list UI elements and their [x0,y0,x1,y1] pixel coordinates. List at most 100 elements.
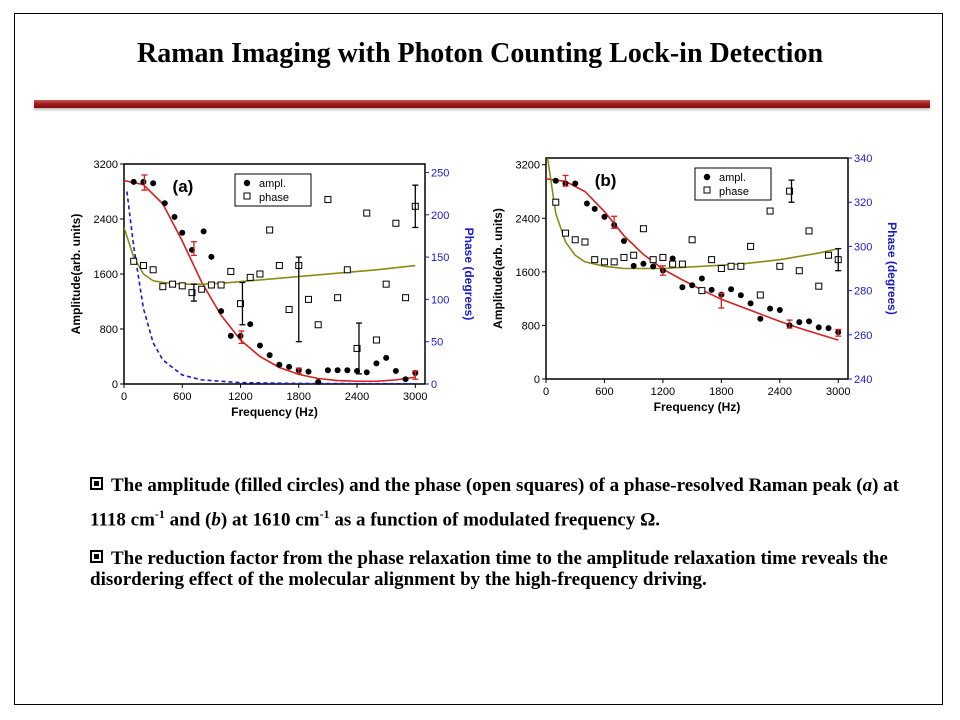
phase-point [649,256,657,264]
ampl-point [708,286,715,293]
phase-point [737,262,745,270]
x-tick-label: 3000 [826,386,850,398]
ampl-point [737,292,744,299]
phase-point [747,242,755,250]
x-tick-label: 600 [173,391,191,403]
chart-a: 0 600 1200 1800 2400 3000 0 800 1600 2400 3200 0 50 1… [69,159,476,419]
square-bullet-icon [90,550,103,564]
legend-label: phase [259,192,289,204]
phase-point [815,282,823,290]
x-tick-label: 3000 [403,391,427,403]
ampl-point [315,378,322,385]
ampl-point [392,367,399,374]
blue-dashed-curve [126,191,416,384]
phase-point [382,280,390,288]
ampl-point [572,180,579,187]
caption-list: The amplitude (filled circles) and the p… [90,472,910,604]
phase-point [825,251,833,259]
ampl-point [669,255,676,262]
phase-point [805,227,813,235]
ampl-point [334,367,341,374]
phase-point [372,336,380,344]
y-tick-label: 1600 [94,269,118,281]
ampl-point [363,369,370,376]
square-bullet-icon [90,477,103,490]
y-tick-label: 3200 [516,160,540,172]
y2-tick-label: 150 [431,252,449,264]
phase-point [178,282,186,290]
ampl-point [140,178,147,185]
phase-point [786,187,794,195]
phase-point [620,253,628,261]
ampl-point [247,321,254,328]
chart-b: 0 600 1200 1800 2400 3000 0 800 1600 2400 3200 240 2… [491,153,899,414]
ampl-point [344,367,351,374]
y-axis-label: Amplitude(arb. units) [69,214,83,335]
phase-point [727,262,735,270]
ampl-point [591,205,598,212]
phase-point [324,196,332,204]
ampl-point [728,286,735,293]
y2-axis-label: Phase (degrees) [885,222,899,315]
ampl-point [256,342,263,349]
y2-tick-label: 320 [854,197,872,209]
panel-label: (b) [595,171,617,190]
phase-point [149,266,157,274]
ampl-point [227,332,234,339]
panel-label: (a) [173,177,194,196]
phase-point [552,198,560,206]
caption-item-1: The amplitude (filled circles) and the p… [90,472,910,534]
y-tick-label: 3200 [94,159,118,171]
phase-point [717,265,725,272]
phase-point [198,285,206,293]
phase-point [304,295,312,303]
x-tick-label: 1800 [287,391,311,403]
x-tick-label: 1200 [228,391,252,403]
legend-marker-ampl [703,173,711,181]
legend-marker-phase [243,192,251,200]
ampl-point [689,282,696,289]
plot-frame [545,157,849,380]
phase-point [610,258,618,266]
ampl-point [552,177,559,184]
y-axis-label: Amplitude(arb. units) [491,208,505,329]
ampl-point [679,284,686,291]
phase-point [343,266,351,274]
x-tick-label: 1200 [651,386,675,398]
ampl-point [796,319,803,326]
caption-text: as a function of modulated frequency Ω. [329,509,661,531]
y2-axis-label: Phase (degrees) [462,228,476,321]
y-tick-label: 2400 [94,214,118,226]
fit-line [546,158,839,270]
phase-point [659,253,667,261]
y2-tick-label: 200 [431,210,449,222]
y-tick-label: 800 [100,324,118,336]
phase-point [266,226,274,234]
phase-point [561,229,569,237]
phase-point [227,267,235,275]
slide-title: Raman Imaging with Photon Counting Lock-… [136,38,824,69]
ampl-point [237,332,244,339]
phase-point [130,257,138,265]
legend-label: ampl. [719,172,746,184]
caption-superscript: -1 [154,507,165,521]
legend-box [694,167,772,201]
phase-point [246,273,254,281]
caption-text: ) at 1610 cm [220,509,320,531]
y-tick-label: 800 [522,320,540,332]
ampl-point [806,318,813,325]
caption-text: a [862,475,873,496]
phase-point [688,236,696,244]
ampl-point [650,263,657,270]
phase-point [363,209,371,217]
slide-frame [14,13,943,705]
x-axis-label: Frequency (Hz) [231,405,318,419]
ampl-point [266,352,273,359]
ampl-point [601,213,608,220]
phase-point [402,294,410,302]
phase-point [207,281,215,289]
ampl-point [583,200,590,207]
y2-tick-label: 300 [854,241,872,253]
phase-point [237,300,245,308]
phase-point [275,262,283,270]
